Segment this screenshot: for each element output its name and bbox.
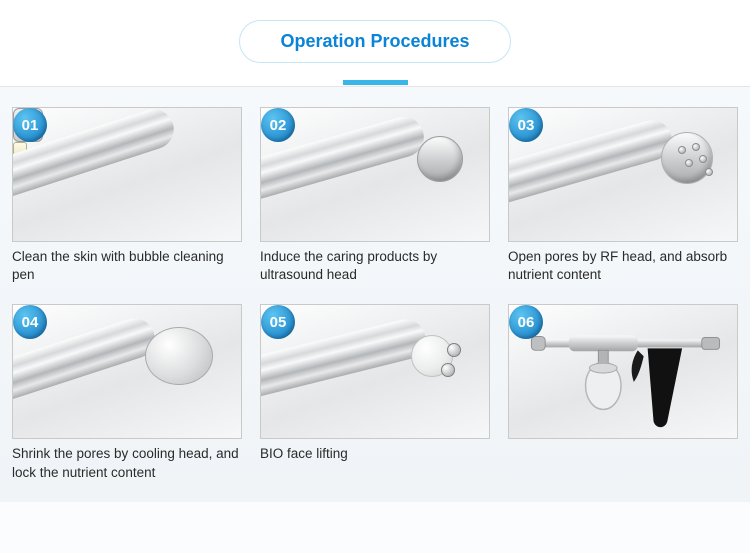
- rf-electrode-icon: [692, 143, 700, 151]
- header: Operation Procedures: [0, 0, 750, 87]
- step-image-04: 04: [12, 304, 242, 439]
- title-underline: [0, 81, 750, 87]
- title-accent: [343, 80, 408, 85]
- rf-electrode-icon: [705, 168, 713, 176]
- step-caption: Shrink the pores by cooling head, and lo…: [12, 445, 242, 481]
- bio-ball-icon: [447, 343, 461, 357]
- step-cell-06: 06: [508, 304, 738, 481]
- step-badge: 05: [261, 305, 295, 339]
- spray-gun-icon: [509, 305, 737, 438]
- cooling-head-icon: [145, 327, 213, 385]
- step-image-05: 05: [260, 304, 490, 439]
- page-title: Operation Procedures: [239, 20, 510, 63]
- step-badge: 03: [509, 108, 543, 142]
- step-cell-02: 02 Induce the caring products by ultraso…: [260, 107, 490, 284]
- step-caption: Open pores by RF head, and absorb nutrie…: [508, 248, 738, 284]
- step-image-06: 06: [508, 304, 738, 439]
- step-image-03: 03: [508, 107, 738, 242]
- rf-electrode-icon: [678, 146, 686, 154]
- step-caption: Induce the caring products by ultrasound…: [260, 248, 490, 284]
- bio-ball-icon: [441, 363, 455, 377]
- step-cell-04: 04 Shrink the pores by cooling head, and…: [12, 304, 242, 481]
- rf-electrode-icon: [685, 159, 693, 167]
- step-cell-03: 03 Open pores by RF head, and absorb nut…: [508, 107, 738, 284]
- step-badge: 01: [13, 108, 47, 142]
- step-image-01: 01: [12, 107, 242, 242]
- steps-grid: 01 Clean the skin with bubble cleaning p…: [0, 87, 750, 502]
- step-caption: Clean the skin with bubble cleaning pen: [12, 248, 242, 284]
- step-image-02: 02: [260, 107, 490, 242]
- ultrasound-head-icon: [417, 136, 463, 182]
- step-cell-01: 01 Clean the skin with bubble cleaning p…: [12, 107, 242, 284]
- step-caption: BIO face lifting: [260, 445, 490, 463]
- step-badge: 04: [13, 305, 47, 339]
- step-badge: 02: [261, 108, 295, 142]
- rf-electrode-icon: [699, 155, 707, 163]
- step-cell-05: 05 BIO face lifting: [260, 304, 490, 481]
